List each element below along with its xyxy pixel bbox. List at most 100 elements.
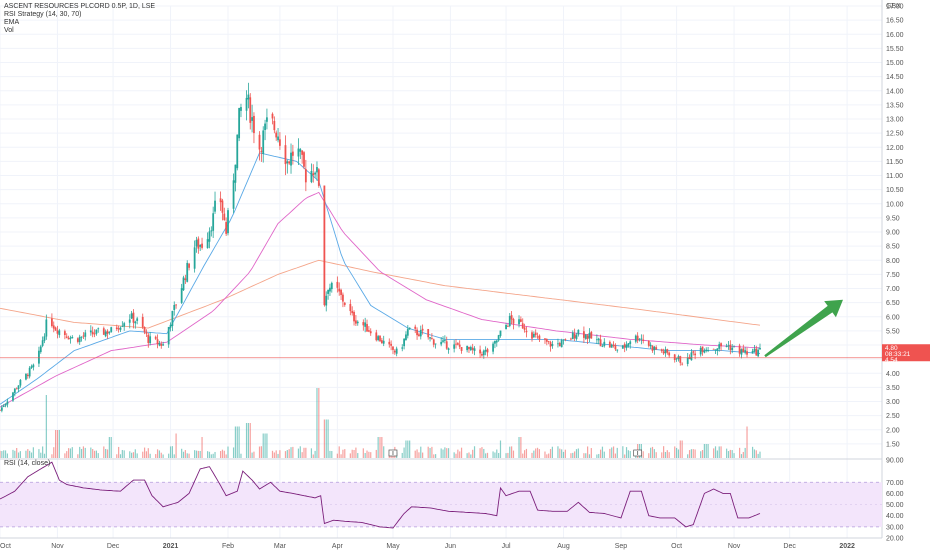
candle-body xyxy=(117,328,120,330)
volume-bar xyxy=(544,451,546,458)
vol-label[interactable]: Vol xyxy=(4,27,14,34)
candle-body xyxy=(564,339,567,340)
time-tick-label: May xyxy=(386,543,400,550)
volume-bar xyxy=(596,454,598,458)
volume-bar xyxy=(427,446,429,458)
candle-body xyxy=(718,344,721,349)
candle-body xyxy=(505,325,507,330)
volume-bar xyxy=(742,451,744,458)
candle-body xyxy=(495,340,498,343)
candle-body xyxy=(175,304,177,306)
rsi-legend-label[interactable]: RSI (14, close) xyxy=(4,460,51,467)
candle-body xyxy=(729,344,732,351)
volume-bar xyxy=(525,448,528,458)
time-tick-label: Nov xyxy=(728,543,741,550)
candle-body xyxy=(625,344,628,349)
candle-body xyxy=(570,338,572,340)
price-tick-label: 6.50 xyxy=(886,300,900,307)
candle-body xyxy=(30,366,33,368)
volume-bar xyxy=(14,450,16,458)
volume-bar xyxy=(726,448,728,458)
volume-bar xyxy=(186,453,188,458)
volume-bar xyxy=(453,452,455,458)
price-tick-label: 10.00 xyxy=(886,201,904,208)
volume-bar xyxy=(277,453,279,458)
candle-body xyxy=(128,319,131,323)
candle-body xyxy=(636,335,639,341)
volume-bar xyxy=(383,446,385,458)
volume-bar xyxy=(156,449,159,458)
candle-body xyxy=(577,329,580,335)
candle-body xyxy=(316,167,318,173)
candle-body xyxy=(193,247,196,269)
volume-bar xyxy=(664,451,667,458)
candle-body xyxy=(499,330,502,336)
volume-bar xyxy=(182,451,185,458)
volume-bar xyxy=(494,452,496,458)
volume-bar xyxy=(103,446,105,458)
volume-bar xyxy=(690,449,693,458)
candle-body xyxy=(442,340,444,342)
candle-body xyxy=(342,294,344,302)
candle-body xyxy=(186,262,189,282)
candle-body xyxy=(258,134,261,150)
candle-body xyxy=(497,335,500,341)
candle-body xyxy=(323,185,326,306)
volume-bar xyxy=(507,452,509,458)
candle-body xyxy=(327,289,329,294)
candle-body xyxy=(703,350,706,353)
candle-body xyxy=(0,409,1,411)
candle-body xyxy=(642,339,645,341)
volume-bar xyxy=(71,447,73,458)
candle-body xyxy=(445,341,448,349)
price-tick-label: 12.00 xyxy=(886,145,904,152)
candle-body xyxy=(390,343,393,346)
candle-body xyxy=(238,108,241,139)
volume-bar xyxy=(720,446,722,458)
candle-body xyxy=(720,343,722,347)
volume-bar xyxy=(110,437,112,458)
candle-body xyxy=(469,347,472,351)
volume-bar xyxy=(105,448,107,458)
symbol-title[interactable]: ASCENT RESOURCES PLCORD 0.5P, 1D, LSE xyxy=(4,3,156,10)
volume-bar xyxy=(279,450,281,458)
volume-bar xyxy=(677,449,680,458)
time-axis[interactable]: Oct Nov Dec 2021 Feb Mar Apr May Jun Jul Aug Sep Oct… xyxy=(0,543,855,550)
candle-body xyxy=(69,337,72,339)
volume-bar xyxy=(714,446,717,458)
candle-body xyxy=(532,333,535,338)
candle-body xyxy=(393,350,396,353)
volume-bar xyxy=(351,449,353,458)
candle-body xyxy=(610,344,613,348)
volume-bar xyxy=(713,448,715,458)
candle-body xyxy=(71,336,74,339)
volume-bar xyxy=(1,451,3,458)
volume-bar xyxy=(312,454,314,458)
candle-body xyxy=(456,343,459,345)
time-tick-label: 2021 xyxy=(163,543,179,550)
volume-bar xyxy=(142,451,144,458)
volume-bar xyxy=(69,448,72,458)
candle-body xyxy=(597,338,600,341)
ema-label[interactable]: EMA xyxy=(4,19,20,26)
volume-bar xyxy=(486,452,489,458)
volume-bar xyxy=(219,451,222,458)
candle-body xyxy=(686,357,689,364)
time-tick-label: Oct xyxy=(0,543,11,550)
candle-body xyxy=(471,347,474,350)
volume-bar xyxy=(755,450,757,458)
candle-body xyxy=(330,282,333,290)
volume-bar xyxy=(67,448,70,458)
rsi-axis[interactable]: 90.00 70.00 60.00 50.00 40.00 30.00 20.00 xyxy=(886,458,904,543)
volume-bar xyxy=(435,454,437,458)
candle-body xyxy=(291,151,294,156)
strategy-label[interactable]: RSI Strategy (14, 30, 70) xyxy=(4,11,82,18)
volume-bar xyxy=(442,449,444,458)
volume-bar xyxy=(753,449,756,458)
candle-body xyxy=(249,97,252,123)
candle-body xyxy=(531,332,533,339)
candle-body xyxy=(638,338,641,340)
volume-bar xyxy=(499,440,502,458)
